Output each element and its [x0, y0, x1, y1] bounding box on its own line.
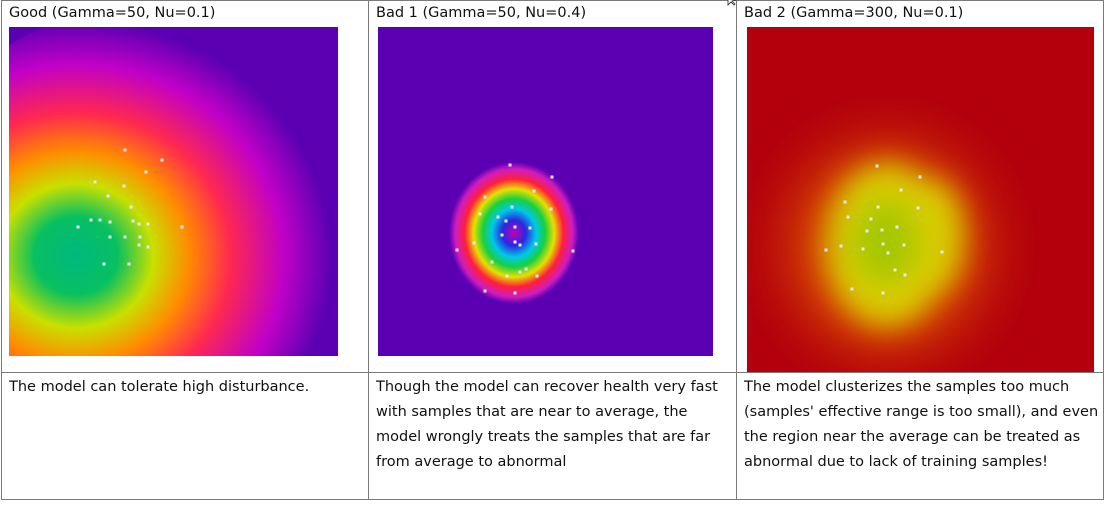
sample-dot	[893, 268, 897, 272]
sample-dot	[876, 205, 880, 209]
sample-dot	[532, 189, 536, 193]
sample-dot	[500, 233, 504, 237]
sample-dot	[861, 247, 865, 251]
sample-dots	[76, 148, 184, 266]
sample-dot	[518, 243, 522, 247]
sample-dot	[899, 188, 903, 192]
decision-gradient	[9, 27, 338, 356]
sample-dot	[98, 218, 102, 222]
sample-dot	[886, 251, 890, 255]
sample-dot	[93, 180, 97, 184]
heatmap-bad1	[378, 27, 713, 356]
sample-dot	[535, 274, 539, 278]
sample-dot	[880, 228, 884, 232]
sample-dot	[940, 250, 944, 254]
sample-dot	[89, 218, 93, 222]
sample-dot	[513, 240, 517, 244]
sample-dot	[824, 248, 828, 252]
sample-dot	[524, 267, 528, 271]
sample-dot	[902, 243, 906, 247]
sample-dot	[131, 219, 135, 223]
sample-dot	[129, 205, 133, 209]
sample-dot	[123, 148, 127, 152]
sample-dot	[76, 225, 80, 229]
sample-dot	[846, 215, 850, 219]
sample-dot	[513, 291, 517, 295]
caption-bad1: Though the model can recover health very…	[368, 372, 737, 500]
sample-dot	[146, 222, 150, 226]
sample-dot	[875, 164, 879, 168]
sample-dot	[483, 195, 487, 199]
sample-dot	[137, 222, 141, 226]
sample-dot	[508, 163, 512, 167]
sample-dot	[881, 291, 885, 295]
heatmap-good-svg	[9, 27, 338, 356]
sample-dot	[108, 235, 112, 239]
sample-dot	[869, 217, 873, 221]
sample-dot	[895, 225, 899, 229]
sample-dot	[180, 225, 184, 229]
sample-dot	[918, 175, 922, 179]
caption-text: The model clusterizes the samples too mu…	[744, 379, 1099, 470]
heatmap-good	[9, 27, 338, 356]
sample-dot	[496, 215, 500, 219]
panel-title: Bad 1 (Gamma=50, Nu=0.4)	[376, 5, 587, 21]
sample-dot	[850, 287, 854, 291]
heatmap-bad1-svg	[378, 27, 713, 356]
sample-dot	[146, 245, 150, 249]
sample-dot	[160, 158, 164, 162]
sample-dot	[106, 194, 110, 198]
sample-dots	[824, 164, 944, 295]
caption-text: The model can tolerate high disturbance.	[9, 379, 310, 395]
comparison-table: Good (Gamma=50, Nu=0.1)	[1, 0, 1104, 500]
sample-dot	[127, 262, 131, 266]
sample-dot	[137, 243, 141, 247]
panel-good: Good (Gamma=50, Nu=0.1)	[1, 0, 369, 373]
sample-dot	[571, 249, 575, 253]
heatmap-bad2	[747, 27, 1094, 372]
sample-dot	[916, 206, 920, 210]
heatmap-bad2-svg	[747, 27, 1094, 372]
panel-title: Good (Gamma=50, Nu=0.1)	[9, 5, 216, 21]
sample-dot	[534, 242, 538, 246]
mouse-cursor-icon	[727, 0, 738, 6]
caption-text: Though the model can recover health very…	[376, 379, 718, 470]
sample-dot	[455, 248, 459, 252]
sample-dot	[472, 241, 476, 245]
sample-dot	[843, 200, 847, 204]
sample-dot	[138, 235, 142, 239]
sample-dot	[123, 235, 127, 239]
sample-dot	[903, 273, 907, 277]
sample-dot	[549, 207, 553, 211]
sample-dot	[510, 205, 514, 209]
sample-dot	[550, 175, 554, 179]
panel-title: Bad 2 (Gamma=300, Nu=0.1)	[744, 5, 964, 21]
panel-bad1: Bad 1 (Gamma=50, Nu=0.4)	[368, 0, 737, 373]
caption-bad2: The model clusterizes the samples too mu…	[736, 372, 1104, 500]
caption-good: The model can tolerate high disturbance.	[1, 372, 369, 500]
sample-dot	[108, 220, 112, 224]
caption-row: The model can tolerate high disturbance.…	[1, 372, 1104, 500]
sample-dot	[513, 225, 517, 229]
sample-dot	[490, 260, 494, 264]
image-row: Good (Gamma=50, Nu=0.1)	[1, 0, 1104, 373]
sample-dot	[528, 226, 532, 230]
decision-blob-inner	[825, 163, 964, 327]
sample-dot	[102, 262, 106, 266]
decision-gradient	[449, 162, 579, 304]
sample-dot	[518, 270, 522, 274]
sample-dot	[144, 170, 148, 174]
panel-bad2: Bad 2 (Gamma=300, Nu=0.1)	[736, 0, 1104, 373]
sample-dot	[122, 184, 126, 188]
sample-dot	[505, 274, 509, 278]
sample-dot	[483, 289, 487, 293]
sample-dots	[455, 163, 575, 295]
sample-dot	[504, 219, 508, 223]
sample-dot	[478, 212, 482, 216]
sample-dot	[881, 242, 885, 246]
sample-dot	[865, 229, 869, 233]
sample-dot	[839, 244, 843, 248]
